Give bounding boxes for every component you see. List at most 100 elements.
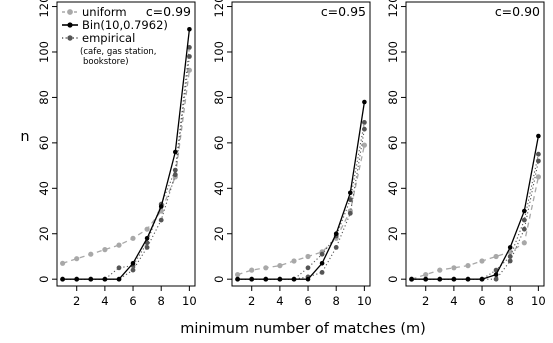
series-uniform bbox=[60, 67, 192, 266]
data-point bbox=[102, 276, 108, 282]
y-tick-label: 60 bbox=[386, 136, 400, 151]
data-point bbox=[319, 261, 325, 266]
y-tick-label: 120 bbox=[212, 0, 226, 18]
y-tick-label: 100 bbox=[37, 41, 51, 63]
data-point bbox=[187, 27, 192, 32]
plot-frame bbox=[405, 1, 545, 287]
data-point bbox=[277, 263, 283, 269]
x-tick-label: 4 bbox=[450, 294, 457, 308]
series-binomial bbox=[60, 27, 192, 282]
data-point bbox=[249, 267, 255, 273]
x-tick-label: 10 bbox=[182, 294, 197, 308]
data-point bbox=[362, 120, 367, 125]
data-point bbox=[263, 276, 269, 282]
data-point bbox=[535, 174, 542, 180]
data-point bbox=[158, 204, 164, 209]
data-point bbox=[172, 167, 178, 173]
series-uniform bbox=[235, 142, 367, 278]
data-point bbox=[493, 276, 499, 282]
data-point bbox=[130, 235, 136, 241]
y-tick-label: 40 bbox=[37, 181, 51, 196]
data-point bbox=[479, 258, 485, 264]
data-point bbox=[116, 265, 122, 271]
data-point bbox=[305, 253, 311, 260]
series-line bbox=[62, 47, 190, 280]
y-tick-label: 100 bbox=[212, 41, 226, 63]
data-point bbox=[74, 276, 79, 282]
data-point bbox=[249, 276, 254, 282]
data-point bbox=[173, 149, 178, 155]
series-line bbox=[411, 135, 540, 280]
series-line bbox=[62, 56, 190, 280]
series-binomial bbox=[409, 133, 541, 282]
legend-sublabel: (cafe, gas station, bbox=[80, 47, 157, 57]
y-tick-label: 60 bbox=[212, 136, 226, 151]
data-point bbox=[521, 240, 527, 246]
data-point bbox=[451, 276, 457, 282]
panel-label: c=0.90 bbox=[495, 4, 540, 19]
plot-frame bbox=[231, 1, 371, 287]
y-tick-label: 0 bbox=[386, 276, 400, 283]
data-point bbox=[60, 276, 65, 282]
data-point bbox=[130, 261, 136, 266]
data-point bbox=[536, 151, 541, 157]
legend-marker bbox=[67, 9, 73, 15]
panel-label: c=0.95 bbox=[321, 4, 366, 19]
data-point bbox=[88, 276, 94, 282]
data-point bbox=[465, 263, 471, 269]
data-point bbox=[116, 242, 122, 248]
data-point bbox=[521, 226, 527, 232]
y-tick-label: 80 bbox=[37, 90, 51, 105]
y-tick-label: 80 bbox=[386, 90, 400, 105]
data-point bbox=[347, 210, 353, 216]
data-point bbox=[277, 276, 283, 282]
x-tick-label: 10 bbox=[531, 294, 546, 308]
data-point bbox=[319, 270, 325, 275]
y-tick-label: 20 bbox=[212, 226, 226, 241]
data-point bbox=[158, 217, 164, 223]
series-line bbox=[411, 176, 540, 280]
data-point bbox=[305, 265, 311, 271]
data-point bbox=[522, 208, 527, 214]
y-tick-label: 60 bbox=[37, 136, 51, 151]
data-point bbox=[116, 276, 122, 282]
x-tick-label: 2 bbox=[248, 294, 255, 308]
series-line bbox=[62, 70, 191, 264]
x-tick-label: 8 bbox=[333, 294, 340, 308]
series-line bbox=[411, 154, 539, 280]
x-tick-label: 6 bbox=[129, 294, 136, 308]
data-point bbox=[187, 45, 192, 50]
data-point bbox=[144, 245, 150, 250]
data-point bbox=[60, 260, 66, 266]
x-tick-label: 4 bbox=[276, 294, 283, 308]
legend-label: empirical bbox=[82, 31, 135, 45]
data-point bbox=[333, 231, 339, 236]
data-point bbox=[493, 253, 499, 260]
panel-2: 0 20 40 60 80 100 120 2 4 6 8 10 c=0.95 bbox=[212, 0, 372, 308]
x-tick-label: 4 bbox=[101, 294, 108, 308]
y-tick-label: 0 bbox=[37, 276, 51, 283]
x-axis-title: minimum number of matches (m) bbox=[180, 321, 426, 337]
y-tick-label: 40 bbox=[386, 181, 400, 196]
x-tick-label: 8 bbox=[507, 294, 514, 308]
data-point bbox=[305, 276, 311, 282]
x-tick-label: 2 bbox=[73, 294, 80, 308]
x-tick-label: 2 bbox=[422, 294, 429, 308]
data-point bbox=[235, 276, 240, 282]
data-point bbox=[235, 272, 241, 278]
data-point bbox=[479, 276, 485, 282]
x-tick-label: 6 bbox=[304, 294, 311, 308]
y-tick-label: 40 bbox=[212, 181, 226, 196]
series-line bbox=[237, 144, 366, 276]
data-point bbox=[437, 276, 443, 282]
series-line bbox=[237, 122, 365, 280]
legend-label: Bin(10,0.7962) bbox=[82, 18, 168, 32]
series-line bbox=[62, 29, 191, 280]
data-point bbox=[507, 254, 513, 259]
legend-sublabel: bookstore) bbox=[83, 57, 129, 67]
data-point bbox=[536, 158, 541, 164]
data-point bbox=[347, 197, 353, 203]
